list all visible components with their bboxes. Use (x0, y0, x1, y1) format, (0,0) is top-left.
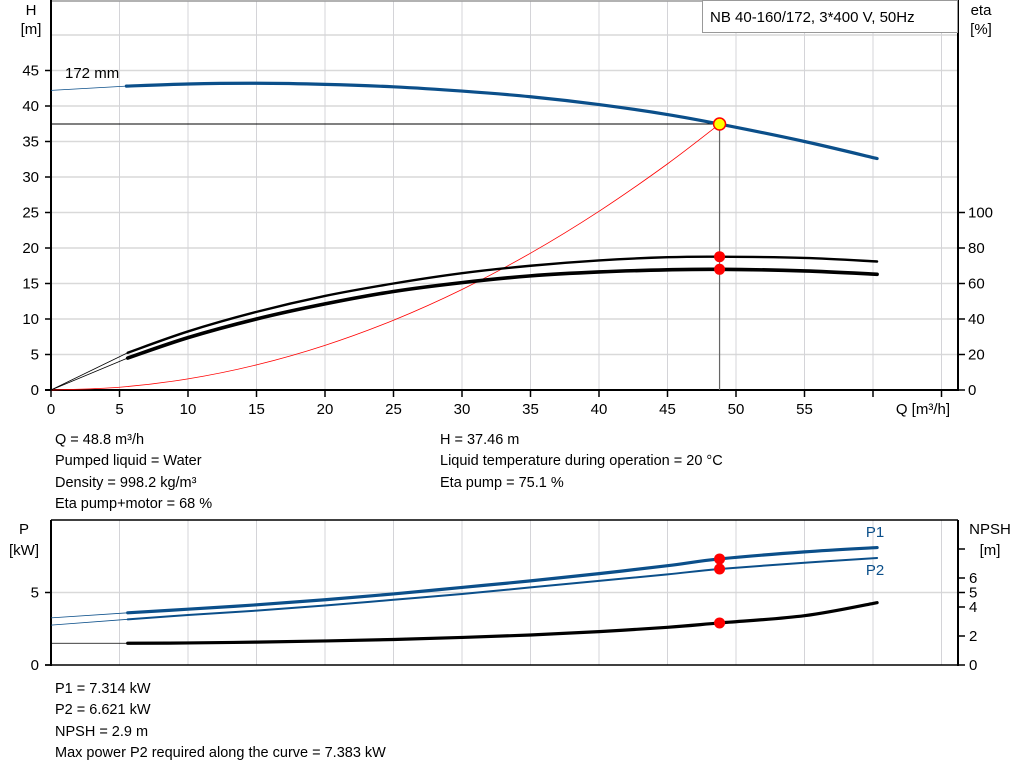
npsh-axis-unit: [m] (980, 542, 1001, 559)
head-curve (124, 81, 879, 161)
h-tick-label: 30 (22, 169, 39, 186)
h-axis-unit: [m] (21, 21, 42, 38)
eta-axis-label: eta (971, 2, 993, 19)
info-max-p2: Max power P2 required along the curve = … (55, 744, 386, 761)
eta-axis-unit: [%] (970, 21, 992, 38)
h-tick-label: 20 (22, 240, 39, 257)
h-tick-label: 45 (22, 63, 39, 80)
q-tick-label: 20 (317, 401, 334, 418)
eta-tick-label: 40 (968, 311, 985, 328)
info-p2: P2 = 6.621 kW (55, 702, 151, 719)
eta-tick-label: 100 (968, 205, 993, 222)
h-tick-label: 5 (31, 347, 39, 364)
npsh-tick-label: 4 (969, 599, 977, 616)
p-tick-label: 0 (31, 657, 39, 674)
q-tick-label: 30 (454, 401, 471, 418)
info-eta-pump: Eta pump = 75.1 % (440, 474, 564, 491)
pump-title-box: NB 40-160/172, 3*400 V, 50Hz (702, 0, 958, 33)
h-tick-label: 35 (22, 134, 39, 151)
q-tick-label: 50 (728, 401, 745, 418)
q-tick-label: 10 (180, 401, 197, 418)
info-liquid: Pumped liquid = Water (55, 453, 202, 470)
eta-pump-motor-curve (125, 267, 879, 360)
p1-curve-label: P1 (866, 524, 884, 541)
q-tick-label: 40 (591, 401, 608, 418)
q-axis-label: Q [m³/h] (896, 401, 950, 418)
eta-tick-label: 80 (968, 240, 985, 257)
q-tick-label: 5 (115, 401, 123, 418)
npsh-tick-label: 6 (969, 570, 977, 587)
head-efficiency-chart: 0 5 10 15 20 25 30 35 40 45 0 20 40 60 80 100 0 5 10 15 20 25… (21, 0, 993, 418)
npsh-axis-label: NPSH (969, 521, 1011, 538)
q-tick-label: 55 (796, 401, 813, 418)
eta-pump-duty-marker (714, 251, 726, 263)
q-tick-label: 35 (522, 401, 539, 418)
info-top-right: H = 37.46 m Liquid temperature during op… (440, 430, 723, 494)
eta-tick-label: 0 (968, 382, 976, 399)
p-tick-label: 5 (31, 585, 39, 602)
q-tick-label: 25 (385, 401, 402, 418)
pump-title: NB 40-160/172, 3*400 V, 50Hz (710, 9, 915, 26)
p-axis-unit: [kW] (9, 542, 39, 559)
info-temperature: Liquid temperature during operation = 20… (440, 453, 723, 470)
p2-duty-marker (714, 563, 726, 575)
title-box-frame (702, 0, 958, 33)
npsh-curve (126, 601, 879, 645)
p2-curve (126, 556, 879, 621)
info-p1: P1 = 7.314 kW (55, 681, 151, 697)
info-bottom: P1 = 7.314 kW P2 = 6.621 kW NPSH = 2.9 m… (55, 679, 386, 764)
info-density: Density = 998.2 kg/m³ (55, 474, 197, 491)
p1-curve-extension (50, 612, 128, 619)
eta-tick-label: 20 (968, 347, 985, 364)
p2-curve-label: P2 (866, 562, 884, 579)
p2-curve-extension (50, 618, 128, 626)
info-head: H = 37.46 m (440, 432, 520, 448)
info-flow: Q = 48.8 m³/h (55, 432, 145, 448)
q-tick-label: 0 (47, 401, 55, 418)
h-tick-label: 25 (22, 205, 39, 222)
h-tick-label: 10 (22, 311, 39, 328)
p1-duty-marker (714, 553, 726, 565)
head-curve-extension (50, 85, 127, 91)
info-npsh: NPSH = 2.9 m (55, 723, 149, 740)
npsh-tick-label: 2 (969, 628, 977, 645)
info-top-left: Q = 48.8 m³/h Pumped liquid = Water Dens… (55, 430, 212, 515)
p1-curve (126, 545, 879, 615)
npsh-tick-label: 0 (969, 657, 977, 674)
eta-pump-curve (126, 255, 879, 354)
h-tick-label: 15 (22, 276, 39, 293)
h-axis-label: H (26, 2, 37, 19)
system-curve (50, 123, 720, 391)
duty-point-marker (712, 117, 727, 131)
h-tick-label: 0 (31, 382, 39, 399)
eta-pump-motor-curve-extension (50, 357, 128, 391)
h-tick-label: 40 (22, 98, 39, 115)
info-eta-pump-motor: Eta pump+motor = 68 % (55, 495, 213, 512)
q-tick-label: 45 (659, 401, 676, 418)
eta-tick-label: 60 (968, 276, 985, 293)
npsh-tick-label: 5 (969, 585, 977, 602)
impeller-diameter-label: 172 mm (65, 65, 119, 82)
eta-pump-motor-duty-marker (714, 263, 726, 275)
p-axis-label: P (19, 521, 29, 538)
npsh-duty-marker (714, 617, 726, 629)
q-tick-label: 15 (248, 401, 265, 418)
eta-pump-curve-extension (50, 352, 128, 391)
